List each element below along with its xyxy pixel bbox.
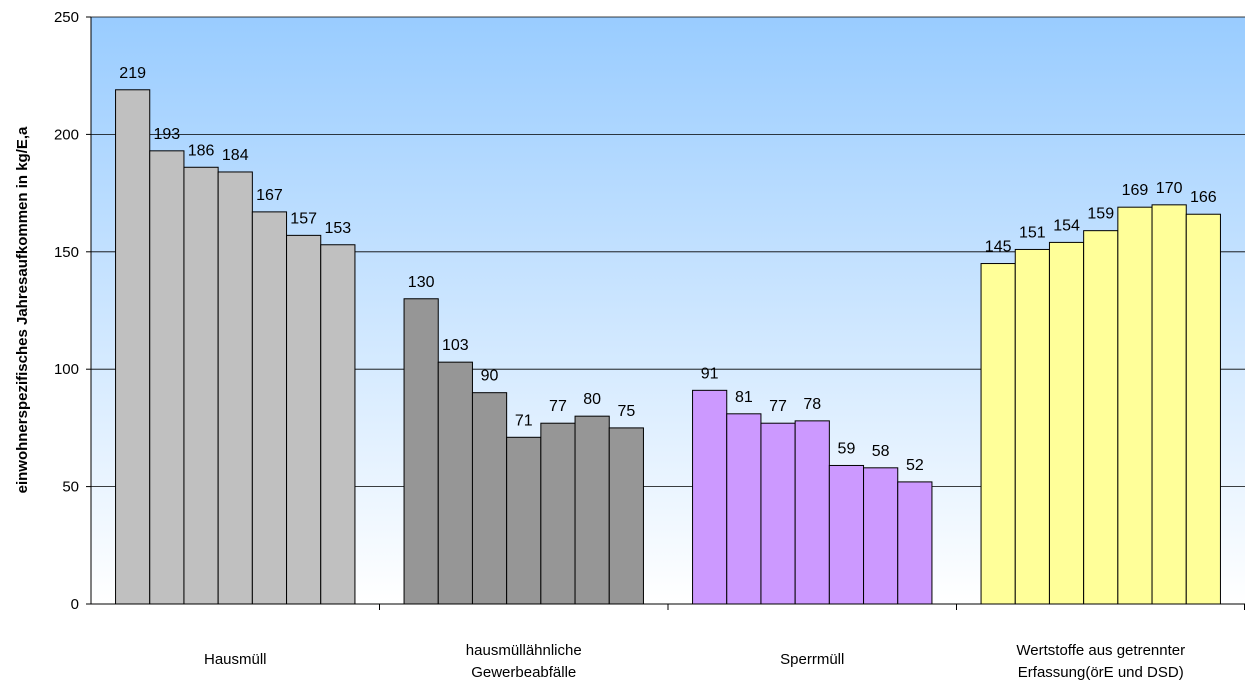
data-label: 145 [985,239,1012,256]
category-label: Wertstoffe aus getrennter Erfassung(örE u… [1016,642,1185,681]
bar [1048,241,1085,605]
data-label: 166 [1190,189,1217,206]
data-label: 184 [222,147,249,164]
bar [980,263,1016,605]
y-tick-label: 100 [54,361,79,378]
data-label: 153 [324,220,351,237]
category-label: Hausmüll [204,651,267,668]
bar [403,298,439,605]
data-label: 103 [442,337,469,354]
y-tick-label: 0 [71,596,79,613]
data-label: 159 [1087,206,1114,223]
bar [115,89,151,605]
data-labels: 219 193 186 184 167 157 153 130 103 90 71 77 80 75 91 8… [119,65,1216,474]
bar [1117,206,1153,605]
bar [1151,204,1187,605]
bar [828,464,865,605]
category-label: Sperrmüll [780,651,844,668]
data-label: 75 [617,403,635,420]
y-axis-label: einwohnerspezifisches Jahresaufkommen in… [14,126,31,493]
y-tick-label: 50 [62,479,79,496]
bar [574,415,610,605]
data-label: 90 [481,368,499,385]
axes: 0 50 100 150 200 250 Hausmüll hausmüllähnliche G… [54,9,1245,681]
y-tick-label: 150 [54,244,79,261]
bar [286,234,322,605]
bar [608,427,644,605]
data-label: 167 [256,187,283,204]
bar [794,420,830,605]
bar [149,150,185,605]
data-label: 77 [549,398,567,415]
data-label: 58 [872,443,890,460]
bar [471,392,508,605]
data-label: 219 [119,65,146,82]
bar [863,467,899,605]
data-label: 71 [515,412,533,429]
data-label: 151 [1019,224,1046,241]
data-label: 170 [1156,180,1183,197]
bar [183,166,219,605]
data-label: 157 [290,210,317,227]
data-label: 169 [1122,182,1149,199]
bar [437,361,473,605]
bar [1185,213,1221,605]
bar [897,481,933,605]
category-label: hausmüllähnliche Gewerbeabfälle [466,642,582,681]
data-label: 81 [735,389,753,406]
data-label: 52 [906,457,924,474]
bar [540,422,576,605]
bar [506,436,542,605]
bar [251,211,288,605]
bar [217,171,253,605]
data-label: 77 [769,398,787,415]
data-label: 80 [583,391,601,408]
bar [726,413,762,605]
bar [1014,248,1050,605]
bar [320,244,356,605]
data-label: 91 [701,365,719,382]
bar [760,422,796,605]
data-label: 78 [803,396,821,413]
y-tick-label: 200 [54,126,79,143]
bar [1083,230,1119,605]
y-tick-label: 250 [54,9,79,26]
data-label: 59 [838,440,856,457]
data-label: 154 [1053,217,1080,234]
data-label: 130 [408,274,435,291]
bars [115,89,1221,605]
data-label: 186 [188,142,215,159]
data-label: 193 [153,126,180,143]
bar [692,389,728,605]
